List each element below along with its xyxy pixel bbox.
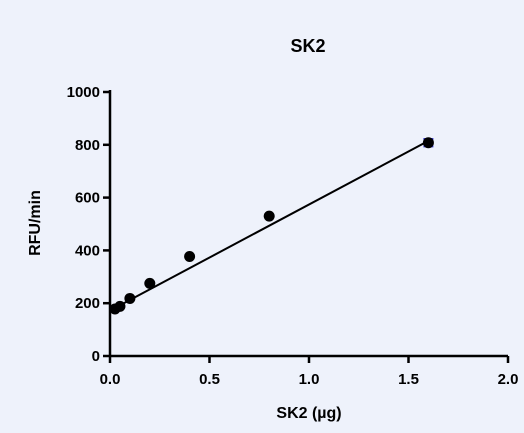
data-point [124, 292, 136, 304]
x-tick-label: 0.5 [199, 371, 220, 388]
x-tick-label: 2.0 [498, 371, 519, 388]
chart-title: SK2 [290, 36, 325, 56]
y-ticks: 0 200 400 600 800 1000 [67, 84, 110, 365]
x-axis-title: SK2 (µg) [276, 405, 341, 422]
x-ticks: 0.0 0.5 1.0 1.5 2.0 [100, 356, 519, 388]
y-tick-label: 800 [75, 137, 100, 154]
y-tick-label: 400 [75, 242, 100, 259]
y-tick-label: 1000 [67, 84, 100, 101]
fit-line [109, 139, 429, 312]
data-point [422, 137, 434, 149]
y-tick-label: 200 [75, 295, 100, 312]
x-tick-label: 1.5 [398, 371, 419, 388]
y-axis: 0 200 400 600 800 1000 RFU/min [27, 84, 112, 365]
x-tick-label: 1.0 [299, 371, 320, 388]
fit-line-layer [109, 139, 429, 312]
data-point [263, 210, 275, 222]
x-tick-label: 0.0 [100, 371, 121, 388]
y-tick-label: 0 [92, 348, 100, 365]
data-point [114, 300, 126, 312]
data-point [144, 277, 156, 289]
x-axis: 0.0 0.5 1.0 1.5 2.0 SK2 (µg) [100, 354, 519, 422]
data-points-layer [109, 137, 434, 315]
y-tick-label: 600 [75, 190, 100, 207]
y-axis-title: RFU/min [27, 190, 44, 256]
data-point [184, 250, 196, 262]
